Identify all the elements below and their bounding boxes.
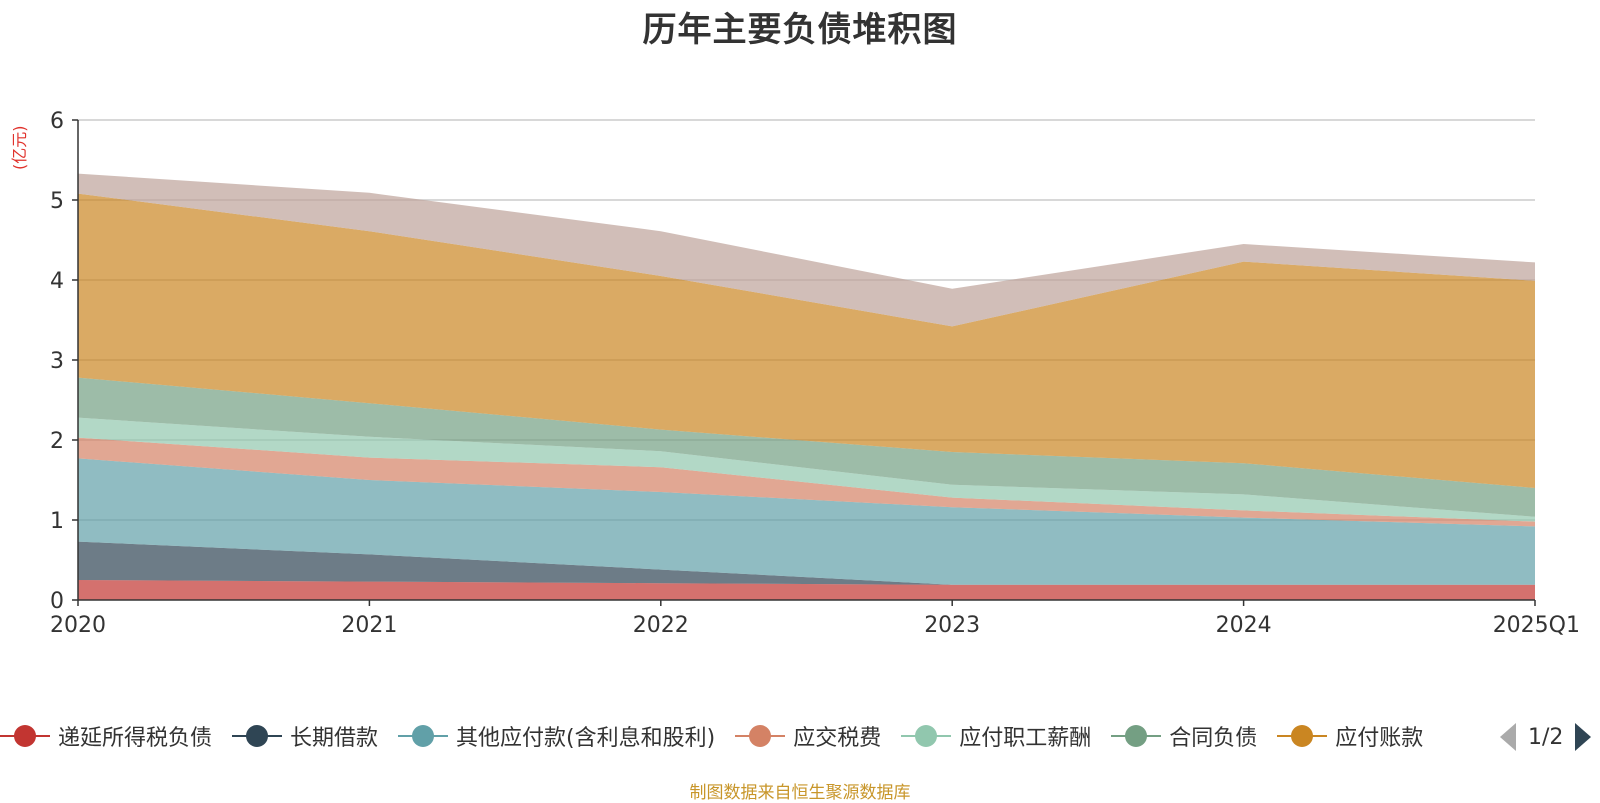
x-tick-label-5: 2025Q1: [1493, 613, 1580, 638]
x-tick-label-4: 2024: [1216, 613, 1272, 638]
legend-label: 合同负债: [1169, 726, 1258, 751]
legend-item[interactable]: 递延所得税负债: [0, 718, 212, 754]
legend-label: 长期借款: [290, 726, 379, 751]
legend-label: 应付职工薪酬: [959, 726, 1092, 751]
legend-label: 应付账款: [1335, 726, 1424, 751]
y-tick-label-5: 5: [50, 189, 64, 214]
area-series-6: [78, 193, 1535, 488]
area-series-3: [78, 437, 1535, 527]
legend-marker-icon: [398, 724, 449, 748]
stacked-area-chart: 0 1 2 3 4 5 6 2020 2021 2022 2023 2024 2025Q1: [50, 109, 1580, 638]
legend-item[interactable]: 应付职工薪酬: [901, 718, 1091, 754]
legend-page-indicator: 1/2: [1528, 724, 1564, 750]
legend-label: 递延所得税负债: [58, 726, 213, 751]
legend-marker-icon: [1111, 724, 1162, 748]
area-series-2: [78, 458, 1535, 585]
area-series-5: [78, 377, 1535, 517]
y-tick-label-0: 0: [50, 589, 64, 614]
area-series-4: [78, 417, 1535, 522]
legend-label: 应交税费: [793, 726, 882, 751]
legend-item[interactable]: 长期借款: [232, 718, 378, 754]
x-tick-label-2: 2022: [633, 613, 689, 638]
legend-item[interactable]: 其他应付款(含利息和股利): [398, 718, 715, 754]
legend: 递延所得税负债 长期借款 其他应付款(含利息和股利) 应交税费 应付职工薪酬 合同负债 应付…: [0, 718, 1505, 754]
legend-pager: 1/2: [1500, 720, 1592, 754]
x-tick-label-0: 2020: [50, 613, 106, 638]
legend-prev-icon[interactable]: [1500, 723, 1516, 751]
y-tick-label-1: 1: [50, 509, 64, 534]
legend-label: 其他应付款(含利息和股利): [456, 726, 716, 751]
legend-item[interactable]: 应交税费: [735, 718, 881, 754]
y-tick-label-6: 6: [50, 109, 64, 134]
legend-item[interactable]: 合同负债: [1111, 718, 1257, 754]
legend-marker-icon: [901, 724, 952, 748]
x-tick-label-1: 2021: [341, 613, 397, 638]
x-tick-label-3: 2023: [924, 613, 980, 638]
legend-next-icon[interactable]: [1575, 723, 1592, 751]
legend-item[interactable]: 应付账款: [1277, 718, 1423, 754]
data-source-note: 制图数据来自恒生聚源数据库: [689, 783, 911, 803]
y-tick-label-2: 2: [50, 429, 64, 454]
y-tick-label-4: 4: [50, 269, 64, 294]
area-series-7: [78, 173, 1535, 327]
chart-title: 历年主要负债堆积图: [642, 10, 958, 50]
area-series-0: [78, 580, 1535, 600]
legend-marker-icon: [1277, 724, 1328, 748]
legend-marker-icon: [0, 724, 50, 748]
legend-marker-icon: [735, 724, 786, 748]
legend-marker-icon: [232, 724, 283, 748]
y-tick-label-3: 3: [50, 349, 64, 374]
area-series-1: [78, 541, 1535, 585]
